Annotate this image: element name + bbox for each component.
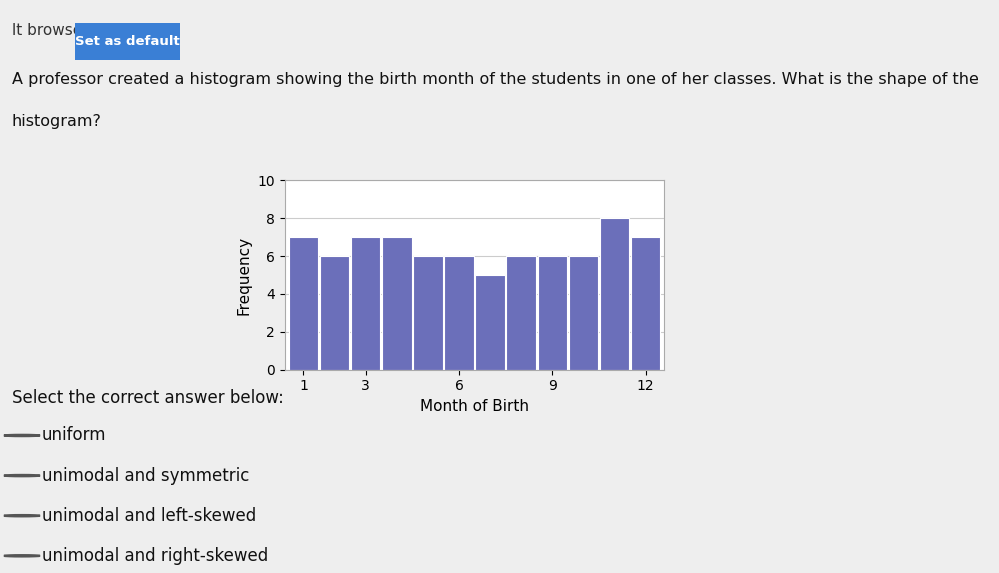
Text: histogram?: histogram? <box>12 114 102 129</box>
Y-axis label: Frequency: Frequency <box>237 236 252 315</box>
Bar <box>351 237 381 370</box>
Bar <box>289 237 318 370</box>
Bar <box>506 256 536 370</box>
Text: Select the correct answer below:: Select the correct answer below: <box>12 390 284 407</box>
Bar <box>599 218 629 370</box>
Bar <box>382 237 412 370</box>
Text: unimodal and left-skewed: unimodal and left-skewed <box>42 507 256 525</box>
Text: A professor created a histogram showing the birth month of the students in one o: A professor created a histogram showing … <box>12 72 979 88</box>
Bar <box>476 275 504 370</box>
Bar <box>631 237 660 370</box>
X-axis label: Month of Birth: Month of Birth <box>420 399 529 414</box>
Text: lt browser: lt browser <box>12 23 89 38</box>
Bar <box>413 256 443 370</box>
Text: uniform: uniform <box>42 426 107 445</box>
Bar <box>445 256 474 370</box>
Bar <box>537 256 567 370</box>
Bar <box>568 256 598 370</box>
Text: unimodal and right-skewed: unimodal and right-skewed <box>42 547 268 565</box>
Bar <box>320 256 350 370</box>
Text: unimodal and symmetric: unimodal and symmetric <box>42 466 250 485</box>
Text: Set as default: Set as default <box>75 35 180 48</box>
